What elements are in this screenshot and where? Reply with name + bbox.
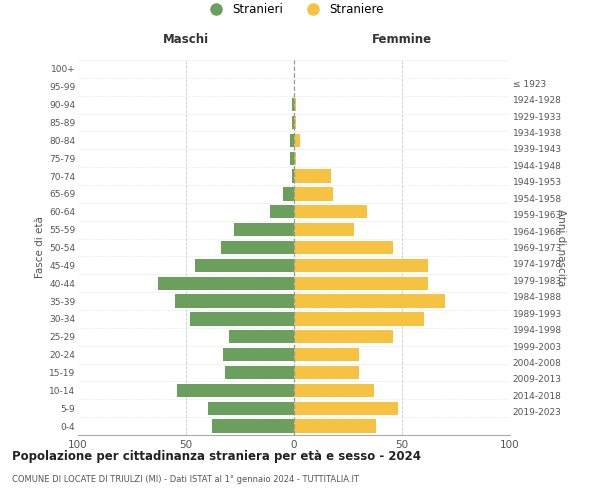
Bar	[294, 348, 359, 362]
Bar	[270, 205, 294, 218]
Bar	[212, 420, 294, 433]
Bar	[223, 348, 294, 362]
Bar	[294, 258, 428, 272]
Y-axis label: Fasce di età: Fasce di età	[35, 216, 45, 278]
Bar	[294, 116, 296, 129]
Bar	[233, 223, 294, 236]
Legend: Stranieri, Straniere: Stranieri, Straniere	[199, 0, 389, 21]
Bar	[294, 420, 376, 433]
Bar	[294, 223, 355, 236]
Bar	[294, 366, 359, 379]
Y-axis label: Anni di nascita: Anni di nascita	[556, 209, 566, 286]
Bar	[229, 330, 294, 344]
Bar	[294, 276, 428, 290]
Bar	[294, 170, 331, 183]
Bar	[292, 116, 294, 129]
Bar	[158, 276, 294, 290]
Bar	[294, 330, 394, 344]
Bar	[294, 384, 374, 397]
Bar	[290, 152, 294, 165]
Bar	[292, 98, 294, 112]
Bar	[292, 170, 294, 183]
Bar	[294, 312, 424, 326]
Bar	[294, 134, 301, 147]
Bar	[294, 152, 296, 165]
Bar	[190, 312, 294, 326]
Bar	[283, 187, 294, 200]
Bar	[178, 384, 294, 397]
Bar	[208, 402, 294, 415]
Bar	[221, 241, 294, 254]
Bar	[294, 241, 394, 254]
Bar	[294, 205, 367, 218]
Text: Maschi: Maschi	[163, 32, 209, 46]
Bar	[294, 294, 445, 308]
Bar	[225, 366, 294, 379]
Bar	[175, 294, 294, 308]
Text: Popolazione per cittadinanza straniera per età e sesso - 2024: Popolazione per cittadinanza straniera p…	[12, 450, 421, 463]
Bar	[294, 402, 398, 415]
Bar	[294, 98, 296, 112]
Text: Femmine: Femmine	[372, 32, 432, 46]
Bar	[194, 258, 294, 272]
Text: COMUNE DI LOCATE DI TRIULZI (MI) - Dati ISTAT al 1° gennaio 2024 - TUTTITALIA.IT: COMUNE DI LOCATE DI TRIULZI (MI) - Dati …	[12, 475, 359, 484]
Bar	[294, 187, 333, 200]
Bar	[290, 134, 294, 147]
